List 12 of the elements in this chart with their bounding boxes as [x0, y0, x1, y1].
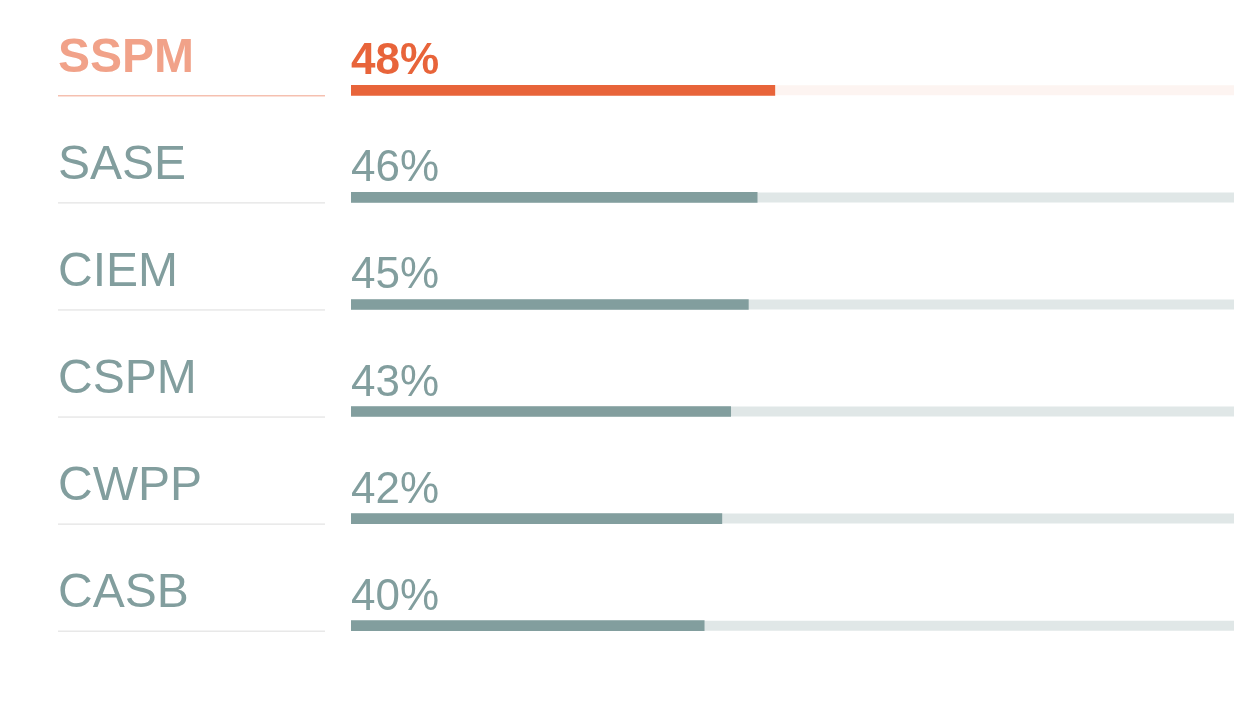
data-label: 46%	[351, 141, 440, 191]
data-label: 45%	[351, 248, 440, 298]
y-tick-label: CIEM	[58, 242, 178, 296]
y-tick-label: CASB	[58, 563, 189, 617]
y-tick-label: CWPP	[58, 456, 202, 510]
data-label: 42%	[351, 462, 440, 512]
y-tick-label: CSPM	[58, 349, 197, 403]
y-tick-label: SASE	[58, 135, 187, 189]
data-label: 40%	[351, 569, 440, 619]
y-tick-label: SSPM	[58, 28, 195, 82]
data-label: 43%	[351, 355, 440, 405]
data-label: 48%	[351, 34, 440, 84]
